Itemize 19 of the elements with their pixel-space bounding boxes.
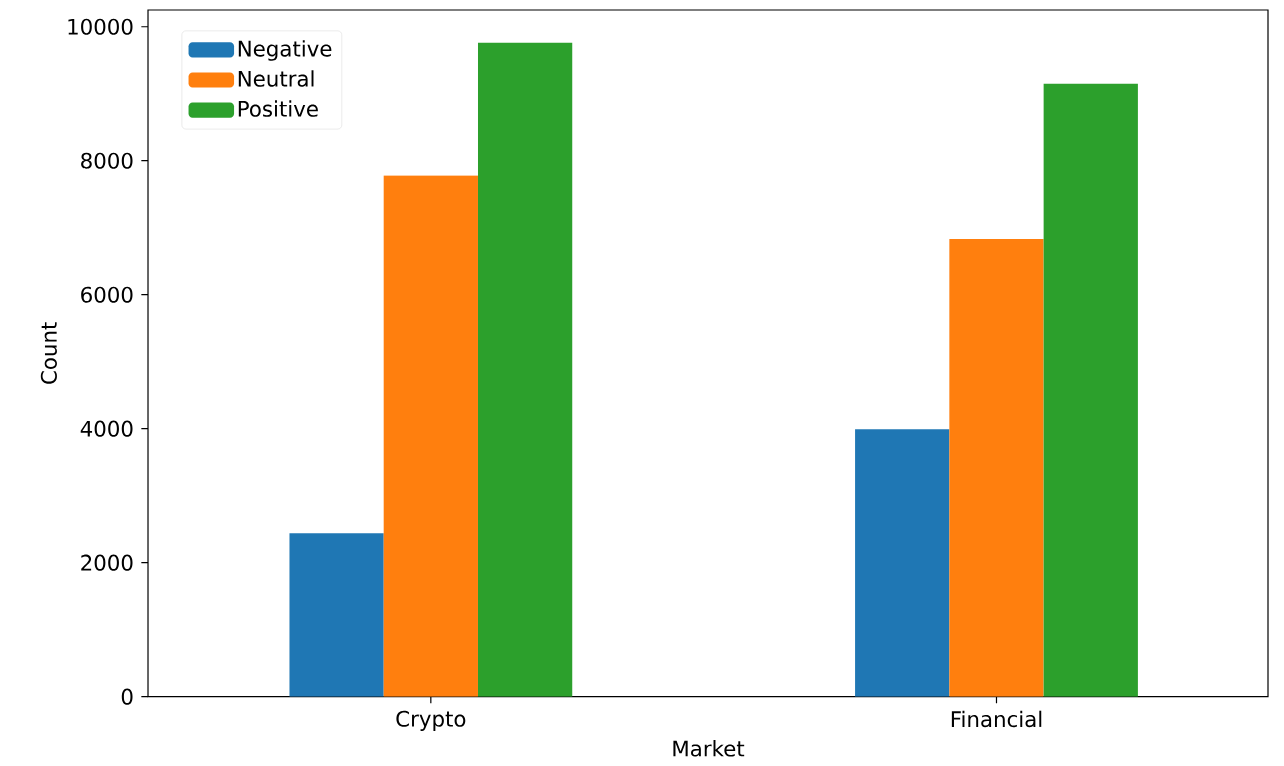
- y-tick-label: 10000: [68, 18, 133, 35]
- bar: [289, 533, 384, 697]
- y-tick-label: 2000: [81, 554, 133, 571]
- y-tick-label: 4000: [80, 420, 133, 437]
- legend-label: Positive: [238, 100, 318, 117]
- bar: [1043, 83, 1138, 697]
- bar: [477, 42, 573, 697]
- bar: [383, 175, 478, 697]
- x-tick-label: Crypto: [396, 710, 466, 731]
- y-axis-title: Count: [40, 322, 57, 384]
- y-tick-label: 8000: [81, 152, 133, 169]
- y-tick-label: 6000: [81, 286, 133, 303]
- x-tick-label: Financial: [951, 710, 1042, 728]
- bar: [949, 239, 1044, 697]
- y-tick-label: 0: [121, 688, 133, 705]
- legend-label: Negative: [238, 40, 332, 61]
- legend-label: Neutral: [238, 70, 314, 87]
- x-axis-title: Market: [673, 740, 745, 757]
- bar: [855, 429, 950, 697]
